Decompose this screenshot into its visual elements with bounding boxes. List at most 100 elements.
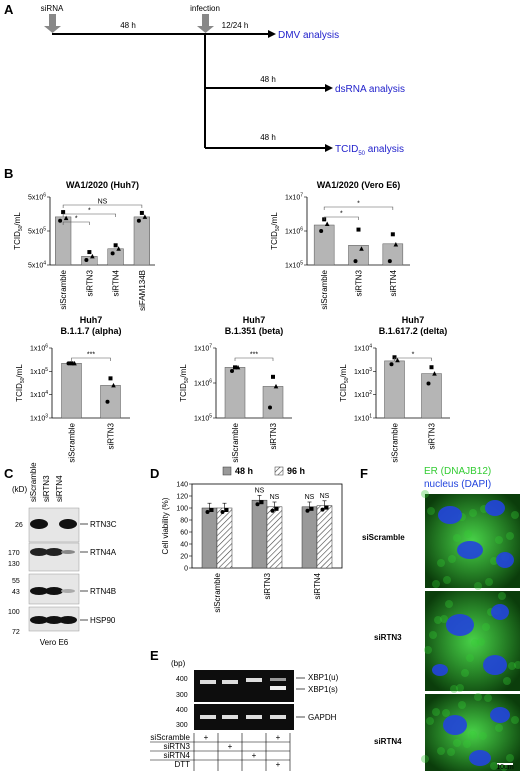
data-point — [273, 383, 279, 389]
er-channel — [425, 494, 520, 588]
time-48h-2: 48 h — [260, 75, 276, 84]
sig-label: NS — [255, 487, 265, 494]
bar-siscramble — [384, 360, 405, 419]
data-point — [356, 227, 361, 232]
row-sirtn3: siRTN3 — [163, 742, 190, 751]
er-speck — [477, 638, 485, 646]
y-tick-label: 1x103 — [354, 367, 372, 376]
data-point — [359, 246, 364, 251]
data-point — [309, 506, 314, 511]
bar-96h-sirtn4 — [316, 505, 333, 569]
data-point — [220, 510, 225, 514]
er-speck — [482, 623, 490, 631]
sig-label: NS — [270, 494, 280, 501]
y-tick-label: 1x107 — [285, 193, 303, 202]
sig-label: *** — [87, 352, 95, 359]
bar-sirtn3 — [81, 256, 98, 266]
plus-3: + — [228, 742, 233, 751]
data-point — [320, 507, 325, 512]
sig-label: NS — [98, 199, 108, 206]
er-speck — [421, 490, 429, 498]
infection-label: infection — [190, 4, 220, 13]
x-label-sirtn3: siRTN3 — [428, 422, 437, 449]
bar-96h-sirtn3 — [266, 506, 283, 569]
bp-400-a: 400 — [176, 676, 188, 683]
panel-d: D 48 h 96 h Cell viability (%) 0 20 40 60 80 100… — [150, 466, 343, 613]
er-speck — [432, 580, 440, 588]
row-label-sirtn3: siRTN3 — [374, 633, 402, 642]
bar-sirtn3 — [348, 245, 369, 266]
dmv-analysis: DMV analysis — [278, 30, 339, 41]
band-rtn4a: RTN4A — [90, 548, 117, 557]
y-tick-label: 1x104 — [30, 390, 48, 399]
er-speck — [448, 555, 456, 563]
chart-wa1-huh7: WA1/2020 (Huh7) TCID50/mL 5x106 5x105 5x104 s… — [13, 180, 155, 311]
data-point — [389, 362, 394, 367]
er-speck — [421, 755, 429, 763]
nucleus — [457, 541, 483, 559]
y-tick-label: 1x105 — [30, 367, 48, 376]
bar-sirtn3 — [100, 385, 121, 419]
lane-label-siscramble: siScramble — [29, 462, 38, 502]
sig-label: * — [88, 208, 91, 215]
y-tick-label: 1x105 — [194, 414, 212, 423]
er-speck — [445, 600, 453, 608]
row-dtt: DTT — [174, 760, 190, 769]
data-point — [271, 374, 275, 379]
data-point — [324, 505, 329, 510]
er-speck — [463, 740, 471, 748]
bar-siscramble — [224, 367, 246, 419]
er-speck — [437, 747, 445, 755]
data-point — [113, 243, 118, 248]
chart-viability: 48 h 96 h Cell viability (%) 0 20 40 60 80 100 12… — [161, 466, 343, 613]
sig-bracket — [62, 221, 90, 225]
data-point — [393, 242, 399, 247]
y-axis-label: TCID50/mL — [15, 364, 26, 402]
marker-55: 55 — [12, 578, 20, 585]
x-label-sirtn3: siRTN3 — [107, 422, 116, 449]
legend-swatch-96h — [274, 466, 284, 476]
chart-title: Huh7 — [80, 315, 103, 325]
row-sirtn4: siRTN4 — [163, 751, 190, 760]
marker-130: 130 — [8, 561, 20, 568]
y-tick-label: 1x106 — [285, 227, 303, 236]
sig-bracket — [62, 204, 143, 208]
y-tick-label: 5x105 — [28, 227, 46, 236]
chart-title: WA1/2020 (Huh7) — [66, 180, 139, 190]
nucleus — [496, 552, 514, 568]
sig-label: * — [75, 216, 78, 223]
data-point — [432, 371, 437, 376]
data-point — [111, 382, 116, 388]
er-speck — [474, 693, 482, 701]
er-speck — [495, 724, 503, 732]
panel-b: B WA1/2020 (Huh7) TCID50/mL 5x106 5x105 5x10… — [4, 166, 450, 463]
er-speck — [511, 716, 519, 724]
er-speck — [506, 532, 514, 540]
treatment-table: siScramble siRTN3 siRTN4 DTT + + + + + — [150, 733, 291, 771]
band-hsp90: HSP90 — [90, 616, 116, 625]
bar-96h-siscramble — [216, 507, 233, 569]
band-xbp1u: XBP1(u) — [308, 673, 339, 682]
blot-rtn3c — [28, 507, 80, 543]
sig-bracket — [62, 213, 116, 217]
x-label-sirtn3: siRTN3 — [85, 269, 94, 296]
data-point — [426, 381, 431, 386]
band-rtn4b: RTN4B — [90, 587, 116, 596]
data-point — [235, 364, 241, 370]
er-speck — [503, 677, 511, 685]
y-tick-label: 1x106 — [194, 379, 212, 388]
er-speck — [469, 731, 477, 739]
er-speck — [443, 576, 451, 584]
blot-hsp90 — [28, 606, 80, 632]
y-tick-label: 5x104 — [28, 261, 46, 270]
panel-e: E (bp) 400 300 XBP1(u) XBP1(s) 400 300 G… — [150, 648, 339, 771]
data-point — [136, 218, 141, 223]
nucleus — [438, 506, 462, 524]
panel-a-letter: A — [4, 2, 14, 17]
gel-xbp1 — [194, 670, 294, 702]
y-tick-label: 1x103 — [30, 414, 48, 423]
nucleus — [443, 715, 467, 735]
legend-swatch-48h — [222, 466, 232, 476]
